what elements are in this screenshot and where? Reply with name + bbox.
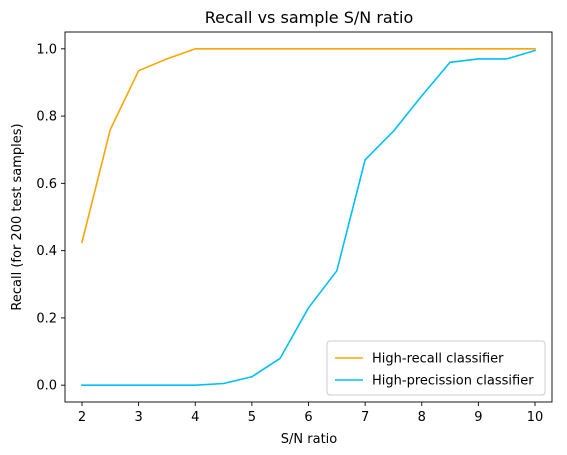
chart-title: Recall vs sample S/N ratio <box>205 8 413 27</box>
legend: High-recall classifier High-precission cl… <box>326 340 546 396</box>
x-tick-label: 7 <box>361 410 369 425</box>
x-tick-label: 3 <box>134 410 142 425</box>
y-tick-label: 0.4 <box>36 244 57 259</box>
x-tick-label: 2 <box>78 410 86 425</box>
series-line-2 <box>81 49 537 386</box>
x-tick-label: 6 <box>304 410 312 425</box>
plot-area <box>81 48 537 386</box>
x-tick-label: 10 <box>527 410 544 425</box>
x-tick-label: 4 <box>191 410 199 425</box>
legend-label-1: High-recall classifier <box>372 352 504 367</box>
x-tick-label: 8 <box>418 410 426 425</box>
series-line-1 <box>81 48 536 244</box>
y-tick-label: 0.6 <box>36 177 57 192</box>
y-tick-label: 0.2 <box>36 311 57 326</box>
x-axis-label: S/N ratio <box>281 432 338 447</box>
legend-label-2: High-precission classifier <box>372 374 534 389</box>
y-tick-label: 0.0 <box>36 379 57 394</box>
y-axis-label: Recall (for 200 test samples) <box>10 123 25 310</box>
x-tick-label: 5 <box>248 410 256 425</box>
y-tick-label: 0.8 <box>36 110 57 125</box>
legend-box <box>326 340 546 396</box>
axes: 2 3 4 5 6 7 8 9 10 0.0 0.2 0.4 0.6 0.8 1.0 <box>36 31 553 425</box>
x-tick-label: 9 <box>474 410 482 425</box>
y-tick-label: 1.0 <box>36 42 57 57</box>
